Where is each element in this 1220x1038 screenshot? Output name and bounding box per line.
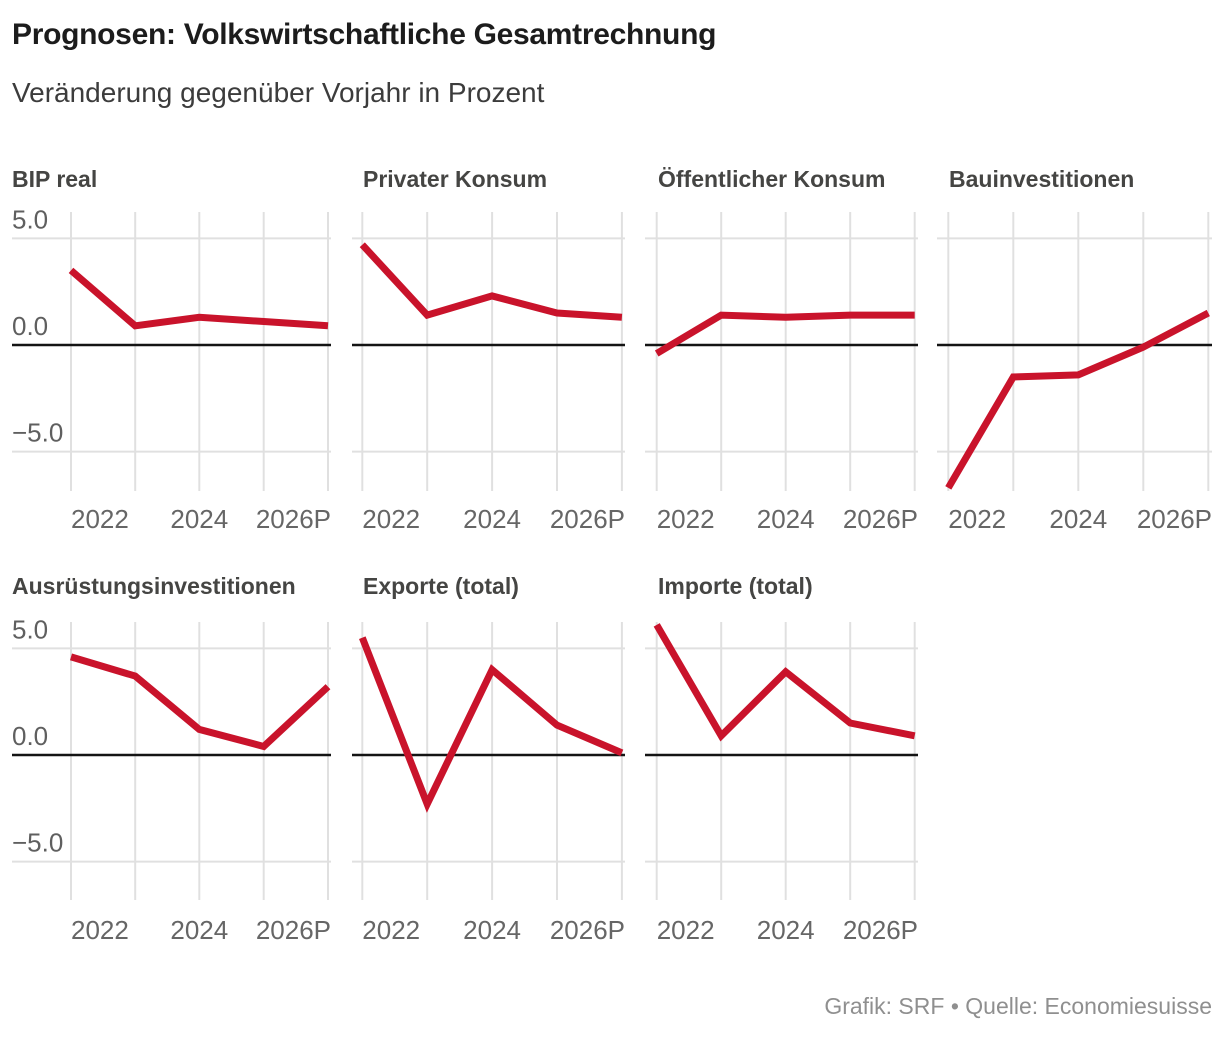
page-title: Prognosen: Volkswirtschaftliche Gesamtre…: [12, 18, 717, 51]
x-tick-label-2024: 2024: [463, 504, 521, 534]
x-tick-label-2022: 2022: [657, 915, 715, 945]
y-tick-label-5: 5.0: [12, 614, 48, 644]
page-subtitle: Veränderung gegenüber Vorjahr in Prozent: [12, 77, 545, 108]
facet-title-ausr-stungsinvestitionen: Ausrüstungsinvestitionen: [12, 573, 296, 599]
x-tick-label-2022: 2022: [657, 504, 715, 534]
facet-panel-privater-konsum: Privater Konsum 2022 2024 2026P: [352, 166, 625, 534]
facet-title-privater-konsum: Privater Konsum: [363, 166, 547, 192]
x-tick-label-2022: 2022: [362, 504, 420, 534]
data-line-exporte-total: [359, 636, 624, 813]
data-line-bip-real: [68, 267, 329, 330]
x-tick-label-2022: 2022: [71, 915, 129, 945]
facet-panel-ausr-stungsinvestitionen: Ausrüstungsinvestitionen 2022 2024 2026P 5.0…: [12, 573, 331, 945]
x-tick-label-2024: 2024: [757, 504, 815, 534]
facet-panel-importe-total: Importe (total) 2022 2024 2026P: [645, 573, 918, 945]
x-tick-label-2024: 2024: [1049, 504, 1107, 534]
facet-panel-bauinvestitionen: Bauinvestitionen 2022 2024 2026P: [937, 166, 1212, 534]
facet-title-exporte-total: Exporte (total): [363, 573, 519, 599]
x-tick-label-2026p: 2026P: [256, 504, 331, 534]
facet-panel-ffentlicher-konsum: Öffentlicher Konsum 2022 2024 2026P: [645, 166, 918, 534]
x-tick-label-2026p: 2026P: [843, 504, 918, 534]
data-line-privater-konsum: [359, 242, 623, 321]
data-line-ffentlicher-konsum: [654, 311, 915, 357]
facet-title-importe-total: Importe (total): [658, 573, 813, 599]
data-line-ausr-stungsinvestitionen: [69, 653, 331, 751]
footer-credit: Grafik: SRF • Quelle: Economiesuisse: [824, 993, 1212, 1019]
x-tick-label-2024: 2024: [170, 504, 228, 534]
y-tick-label-0: 0.0: [12, 721, 48, 751]
x-tick-label-2024: 2024: [170, 915, 228, 945]
x-tick-label-2026p: 2026P: [256, 915, 331, 945]
x-tick-label-2024: 2024: [463, 915, 521, 945]
x-tick-label-2024: 2024: [757, 915, 815, 945]
y-tick-label--5: −5.0: [12, 418, 63, 448]
facet-title-bauinvestitionen: Bauinvestitionen: [949, 166, 1134, 192]
y-tick-label-5: 5.0: [12, 204, 48, 234]
x-tick-label-2022: 2022: [71, 504, 129, 534]
facet-title-bip-real: BIP real: [12, 166, 97, 192]
x-tick-label-2022: 2022: [362, 915, 420, 945]
x-tick-label-2026p: 2026P: [550, 915, 625, 945]
data-line-bauinvestitionen: [945, 309, 1210, 490]
facet-panel-bip-real: BIP real 2022 2024 2026P 5.0 0.0 −5.0: [12, 166, 331, 534]
y-tick-label-0: 0.0: [12, 311, 48, 341]
facet-title-ffentlicher-konsum: Öffentlicher Konsum: [658, 166, 885, 192]
x-tick-label-2026p: 2026P: [843, 915, 918, 945]
y-tick-label--5: −5.0: [12, 828, 63, 858]
x-tick-label-2026p: 2026P: [550, 504, 625, 534]
x-tick-label-2022: 2022: [948, 504, 1006, 534]
facet-panel-exporte-total: Exporte (total) 2022 2024 2026P: [352, 573, 625, 945]
x-tick-label-2026p: 2026P: [1137, 504, 1212, 534]
data-line-importe-total: [653, 623, 916, 742]
